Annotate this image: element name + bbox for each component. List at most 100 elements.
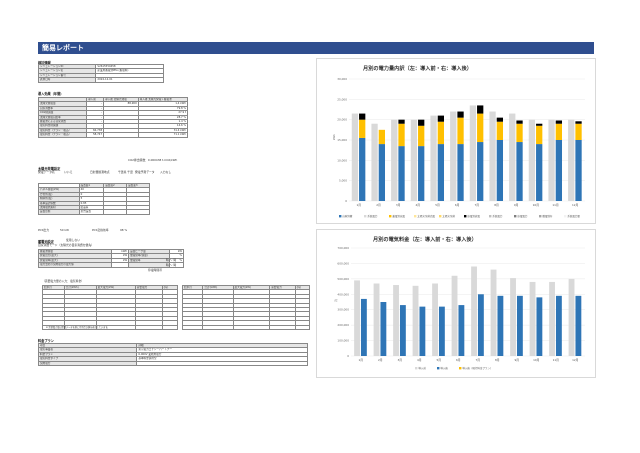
y-tick-label: 30,000 [337,77,347,81]
table-row: 電力会社の契約電力の最大値 [38,262,185,268]
x-tick-label: 5月 [435,203,440,207]
x-tick-label: 9月 [514,358,519,362]
battery-note: 自家消費モード（太陽光の自家消費を優先） [38,243,94,247]
y-axis-label: 円 [335,299,338,302]
bar-before [529,281,536,356]
x-tick-label: 6月 [455,203,460,207]
bar-before [393,285,399,356]
y-tick-label: 10,000 [337,158,347,162]
effect-after-pv [103,132,139,138]
pv-ref3: 発電予測データ [135,170,155,174]
bar-segment [457,144,464,201]
bar-before [432,283,438,356]
bar-segment [378,129,386,145]
bar-before [371,123,378,201]
demand-cell [95,324,136,330]
y-axis-label: kWh [332,134,336,140]
basic-section-title: 検討情報 [38,61,51,65]
legend-swatch [539,215,542,218]
legend-label: 導入後 [440,366,448,370]
bar-after [536,297,543,356]
battery-value-2 [168,262,185,268]
battery-label-2 [128,262,170,268]
y-tick-label: 15,000 [337,138,347,142]
chart-cost-box: 月別の電気料金（左：導入前・右：導入後） 0 100,000 200,000 300,… [316,229,596,378]
bar-after [419,306,426,356]
bar-segment [555,120,563,124]
pv-ref2: 千葉県 千葉 [118,170,133,174]
pcs-value: 50 kW [60,228,69,232]
demand-cell [202,324,234,330]
pcs-label: PCS出力 [38,228,50,232]
bar-segment [496,117,504,122]
legend-label: 系統電力 [492,214,503,218]
effect-before: 58,747 [86,132,105,138]
table-row [42,302,179,309]
pv-value-3 [126,209,150,215]
bar-after [360,298,367,356]
x-tick-label: 11月 [553,358,560,362]
bar-before [549,281,555,356]
legend-label: 系統電力量 [567,214,580,218]
plan-value [136,360,308,367]
co2-note: CO2排出係数：0.000438 t-CO2/kWh [128,158,178,162]
bar-segment [437,115,445,122]
table-row: 試算日時 2024-12-01 [37,77,164,83]
bar-before [373,283,380,356]
x-tick-label: 4月 [416,203,421,207]
demand-cell [294,324,311,330]
x-tick-label: 8月 [494,203,499,207]
legend-label: 太陽光余剰売電 [417,214,435,218]
x-tick-label: 5月 [436,358,441,362]
chart-energy-svg: 0 5,000 10,000 15,000 20,000 25,000 30,000 kWh 1… [332,77,585,218]
legend-swatch [564,215,567,218]
effect-after-battery: 71.1 kWh [137,132,189,138]
bar-after [458,305,465,356]
x-tick-label: 7月 [475,358,480,362]
legend-label: 放電池放電 [467,214,480,218]
legend-swatch [437,367,440,370]
pv-data-value: いいえ [64,170,73,174]
x-tick-label: 3月 [396,203,401,207]
legend-label: 放電電力 [517,214,528,218]
basic-label: 試算日時 [37,77,97,83]
bar-segment [457,117,464,145]
chart-cost-title: 月別の電気料金（左：導入前・右：導入後） [373,237,477,243]
x-tick-label: 10月 [533,358,540,362]
battery-label: 電力会社の契約電力の最大値 [38,262,112,268]
bar-before [412,285,419,356]
legend-swatch [489,215,492,218]
bar-segment [477,142,484,201]
table-header-row: 導入前 導入後 太陽光発電 導入後 太陽光発電＋蓄電池 [37,96,189,103]
chart-energy-box: 月別の電力量内訳（左：導入前・右：導入後） 0 5,000 10,000 15,000… [316,58,596,224]
x-tick-label: 2月 [376,203,381,207]
pv-ref4: 入力なし [160,170,172,174]
bar-segment [359,119,366,138]
report-title-bar: 簡易レポート [38,42,594,54]
bar-before [490,269,497,356]
pv-label: 設置形態 [38,209,80,215]
basic-info-table: シミュレーションID S2615550458 シミュレーション名 産業用蓄電池PPA … [37,63,164,83]
demand-cell [232,324,271,330]
bar-segment [418,119,425,126]
table-row: 設置形態 架台設置 [38,209,150,215]
demand-cell [181,324,204,330]
x-tick-label: 4月 [417,358,422,362]
bar-segment [457,111,464,118]
y-tick-label: 25,000 [337,97,347,101]
legend-label: 蓄電池充電 [392,214,405,218]
bar-after [497,295,504,356]
bar-segment [418,125,425,147]
battery-status: 使用しない [66,238,80,242]
x-tick-label: 12月 [572,358,579,362]
pv-section-title: 太陽光発電設定 [38,167,61,171]
x-tick-label: 1月 [358,358,363,362]
legend-swatch [339,215,342,218]
bar-segment [359,137,366,201]
y-tick-label: 20,000 [337,118,347,122]
pcs-eff-label: PCS変換効率 [92,228,109,232]
legend-label: 購電残存 [542,214,553,218]
bar-segment [398,119,405,124]
report-title: 簡易レポート [42,44,84,52]
bar-segment [418,146,425,201]
